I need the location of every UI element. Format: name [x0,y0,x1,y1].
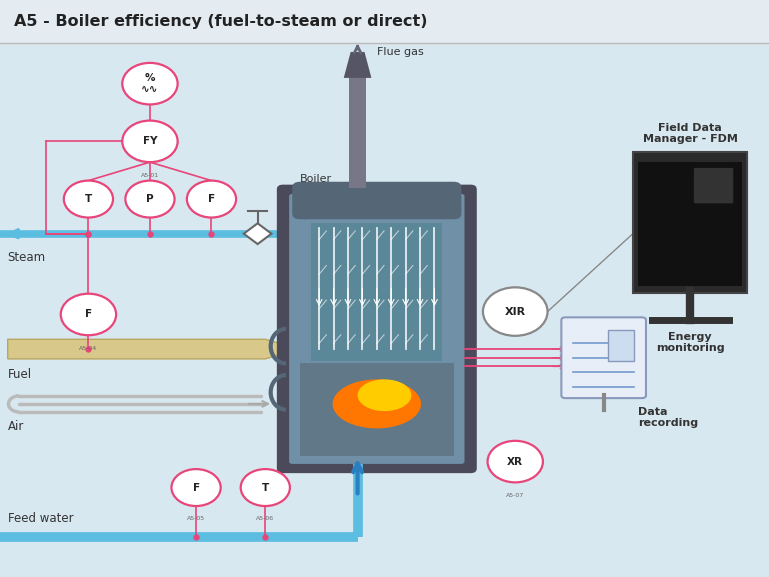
Text: A5-06: A5-06 [256,516,275,522]
FancyBboxPatch shape [561,317,646,398]
Circle shape [171,469,221,506]
FancyBboxPatch shape [349,72,366,188]
Text: Data
recording: Data recording [638,407,698,428]
FancyBboxPatch shape [311,223,442,361]
Circle shape [488,441,543,482]
Polygon shape [8,339,300,359]
Text: FY: FY [143,136,157,147]
Text: Air: Air [8,421,24,433]
Circle shape [241,469,290,506]
Circle shape [187,181,236,218]
Circle shape [61,294,116,335]
Ellipse shape [358,380,411,411]
Text: XR: XR [508,456,523,467]
Text: A5-05: A5-05 [187,516,205,522]
Circle shape [122,121,178,162]
Circle shape [64,181,113,218]
FancyBboxPatch shape [633,152,747,293]
Ellipse shape [332,380,421,428]
FancyBboxPatch shape [292,182,461,219]
Text: Fuel: Fuel [8,368,32,381]
Circle shape [125,181,175,218]
Text: A5-04: A5-04 [79,346,98,351]
Text: Energy
monitoring: Energy monitoring [656,332,724,353]
FancyBboxPatch shape [300,363,454,456]
Text: Flue gas: Flue gas [377,47,424,57]
Text: Boiler: Boiler [300,174,332,183]
Polygon shape [344,52,371,78]
Circle shape [122,63,178,104]
FancyBboxPatch shape [694,168,734,204]
FancyBboxPatch shape [638,162,742,286]
Circle shape [483,287,548,336]
Text: A5-01: A5-01 [141,173,159,178]
FancyBboxPatch shape [277,185,477,473]
Text: P: P [146,194,154,204]
Text: A5-07: A5-07 [506,493,524,498]
Text: F: F [85,309,92,320]
Text: F: F [192,482,200,493]
Text: T: T [261,482,269,493]
Text: F: F [208,194,215,204]
Text: T: T [85,194,92,204]
FancyBboxPatch shape [608,330,634,361]
Text: %
∿∿: % ∿∿ [141,73,158,95]
Text: A5 - Boiler efficiency (fuel-to-steam or direct): A5 - Boiler efficiency (fuel-to-steam or… [14,14,428,29]
Polygon shape [244,223,271,244]
Text: Steam: Steam [8,252,46,264]
Text: Field Data
Manager - FDM: Field Data Manager - FDM [643,123,737,144]
Text: Feed water: Feed water [8,512,73,525]
FancyBboxPatch shape [289,194,464,464]
Text: XIR: XIR [504,306,526,317]
